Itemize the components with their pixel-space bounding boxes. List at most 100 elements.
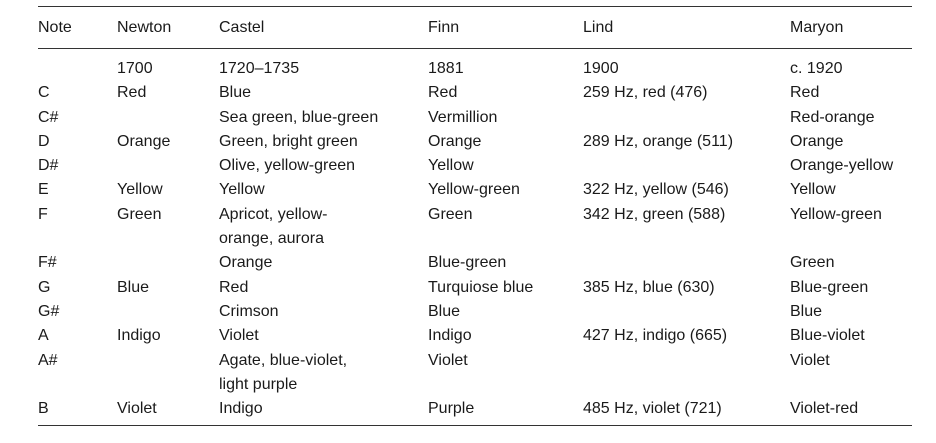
table-cell: Blue (790, 302, 823, 320)
table-row: C Red Blue Red 259 Hz, red (476) Red (38, 81, 912, 105)
table-cell: Orange (219, 254, 273, 272)
table-cell (117, 154, 219, 178)
table-cell: F# (38, 254, 57, 272)
table-cell (583, 106, 790, 130)
table-cell: 342 Hz, green (588) (583, 205, 726, 223)
table-cell: A (38, 327, 49, 345)
table-cell: Indigo (428, 327, 472, 345)
table-cell: 1881 (428, 60, 464, 77)
table-cell: Orange (117, 132, 171, 150)
table-row: F# Orange Blue-green Green (38, 251, 912, 275)
table-cell: Green (790, 254, 835, 272)
table-cell: A# (38, 351, 58, 369)
table-cell: Green, bright green (219, 132, 358, 150)
table-cell (38, 49, 117, 82)
table-cell: Turquiose blue (428, 278, 534, 296)
table-cell: Vermillion (428, 108, 498, 126)
table-cell: Violet (219, 327, 259, 345)
table-cell: Blue-green (790, 278, 869, 296)
table-row: G# Crimson Blue Blue (38, 300, 912, 324)
table-cell: B (38, 397, 117, 427)
header-lind: Lind (583, 6, 790, 49)
table-cell: 1700 (117, 60, 153, 77)
table-cell: D (38, 132, 50, 150)
table-row: F Green Apricot, yellow- orange, aurora Gre… (38, 203, 912, 252)
header-note: Note (38, 6, 117, 49)
table-cell: Apricot, yellow- orange, aurora (219, 205, 328, 248)
table-cell: 1720–1735 (219, 60, 300, 77)
header-newton: Newton (117, 6, 219, 49)
table-cell: Indigo (117, 327, 161, 345)
table-cell (117, 106, 219, 130)
table-cell: 1900 (583, 60, 619, 77)
table-cell: Indigo (219, 397, 428, 427)
table-cell: Orange-yellow (790, 157, 894, 175)
header-finn: Finn (428, 6, 583, 49)
table-cell: Red (219, 278, 249, 296)
table-cell: Yellow-green (790, 205, 882, 223)
table-cell: Yellow (117, 181, 163, 199)
table-body: 1700 1720–1735 1881 1900 c. 1920 C Red Blue Red 2… (38, 49, 912, 427)
table-row: D# Olive, yellow-green Yellow Orange-yellow (38, 154, 912, 178)
table-cell: Blue-green (428, 254, 507, 272)
table-cell: C# (38, 108, 59, 126)
table-cell: Yellow (219, 181, 265, 199)
table-cell: Violet (117, 397, 219, 427)
table-cell (583, 154, 790, 178)
table-cell (117, 251, 219, 275)
table-cell: F (38, 205, 48, 223)
table-cell: E (38, 181, 49, 199)
table-cell: Red-orange (790, 108, 875, 126)
table-cell: Blue (219, 84, 252, 102)
table-row: B Violet Indigo Purple 485 Hz, violet (721) V… (38, 397, 912, 427)
table-cell: Blue (117, 278, 150, 296)
table-row: G Blue Red Turquiose blue 385 Hz, blue (630)… (38, 276, 912, 300)
table-cell (117, 349, 219, 398)
header-castel: Castel (219, 6, 428, 49)
table-row: A Indigo Violet Indigo 427 Hz, indigo (665) B… (38, 324, 912, 348)
table-cell (583, 251, 790, 275)
table-cell: Purple (428, 397, 583, 427)
table-cell: 485 Hz, violet (721) (583, 397, 790, 427)
table-cell: Orange (790, 132, 844, 150)
table-cell: c. 1920 (790, 60, 843, 77)
header-row: Note Newton Castel Finn Lind Maryon (38, 6, 912, 49)
table-row: D Orange Green, bright green Orange 289 Hz, … (38, 130, 912, 154)
table-cell: Violet-red (790, 397, 912, 427)
table-cell: Green (428, 205, 473, 223)
table-cell: 427 Hz, indigo (665) (583, 327, 728, 345)
table-cell: 322 Hz, yellow (546) (583, 181, 729, 199)
table-cell: Orange (428, 132, 482, 150)
table-cell: Yellow (428, 157, 474, 175)
table-cell: 385 Hz, blue (630) (583, 278, 715, 296)
table-cell: Blue-violet (790, 327, 865, 345)
table-cell: Yellow-green (428, 181, 520, 199)
table-cell: Sea green, blue-green (219, 108, 379, 126)
table-cell (117, 300, 219, 324)
table-cell: Blue (428, 302, 461, 320)
table-cell (583, 300, 790, 324)
table-cell: Crimson (219, 302, 279, 320)
table-cell: Yellow (790, 181, 836, 199)
table-row: C# Sea green, blue-green Vermillion Red-ora… (38, 106, 912, 130)
table-row: A# Agate, blue-violet, light purple Violet… (38, 349, 912, 398)
table-cell: G (38, 278, 51, 296)
table-cell: Green (117, 205, 162, 223)
table-cell: Violet (428, 351, 468, 369)
table-cell: D# (38, 157, 59, 175)
table-cell: Red (790, 84, 820, 102)
table-cell: C (38, 84, 50, 102)
table-cell: G# (38, 302, 60, 320)
table-cell (583, 349, 790, 398)
table-row: E Yellow Yellow Yellow-green 322 Hz, yellow … (38, 178, 912, 202)
table-row: 1700 1720–1735 1881 1900 c. 1920 (38, 49, 912, 82)
table-cell: 259 Hz, red (476) (583, 84, 708, 102)
header-maryon: Maryon (790, 6, 912, 49)
table-cell: Violet (790, 351, 830, 369)
table-cell: Red (428, 84, 458, 102)
color-note-table: Note Newton Castel Finn Lind Maryon 1700… (38, 6, 912, 427)
table-cell: Agate, blue-violet, light purple (219, 351, 348, 393)
table-cell: Olive, yellow-green (219, 157, 356, 175)
table-cell: Red (117, 84, 147, 102)
table-cell: 289 Hz, orange (511) (583, 132, 734, 150)
